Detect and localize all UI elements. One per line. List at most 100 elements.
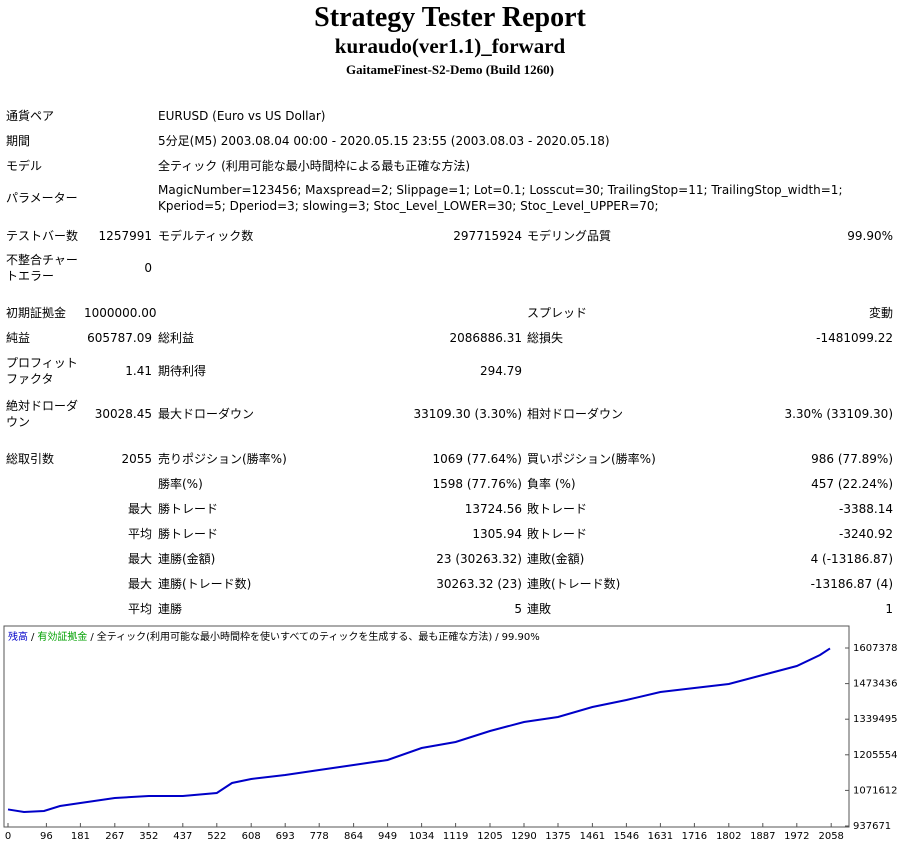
stat-value: 33109.30 (3.30%) xyxy=(413,407,522,421)
stat-value: 平均 xyxy=(127,602,152,616)
stat-label: 総損失 xyxy=(527,331,564,345)
x-tick-label: 693 xyxy=(276,831,295,842)
stat-value: 1257991 xyxy=(98,229,152,243)
stat-value: -1481099.22 xyxy=(816,331,893,345)
x-tick-label: 1290 xyxy=(511,831,536,842)
x-tick-label: 2058 xyxy=(818,831,843,842)
legend-separator: / xyxy=(31,632,35,643)
x-tick-label: 949 xyxy=(378,831,397,842)
stat-value: 変動 xyxy=(868,306,893,320)
report-title: Strategy Tester Report xyxy=(314,2,586,33)
balance-line xyxy=(7,647,831,814)
legend-item: 99.90% xyxy=(502,632,540,643)
stat-value: 986 (77.89%) xyxy=(811,452,893,466)
x-tick-label: 1375 xyxy=(545,831,570,842)
stat-label: スプレッド xyxy=(527,306,588,320)
info-value: MagicNumber=123456; Maxspread=2; Slippag… xyxy=(158,183,843,213)
server-build: GaitameFinest-S2-Demo (Build 1260) xyxy=(346,62,554,77)
stat-label: 勝トレード xyxy=(158,527,219,541)
stat-value: 平均 xyxy=(127,527,152,541)
stat-label: 連勝 xyxy=(158,602,183,616)
x-tick-label: 437 xyxy=(173,831,192,842)
info-label: 通貨ペア xyxy=(6,109,55,123)
stat-value: 99.90% xyxy=(847,229,893,243)
info-label: 期間 xyxy=(6,134,31,148)
stat-value: 2086886.31 xyxy=(449,331,522,345)
x-tick-label: 608 xyxy=(242,831,261,842)
y-tick-label: 937671 xyxy=(853,821,891,832)
stat-label: 買いポジション(勝率%) xyxy=(527,452,656,466)
x-tick-label: 1887 xyxy=(750,831,775,842)
info-label: モデル xyxy=(6,159,43,173)
stat-label: 連敗(トレード数) xyxy=(527,577,621,591)
plot-frame xyxy=(3,625,850,828)
stat-label: 連勝(トレード数) xyxy=(158,577,252,591)
stat-value: 605787.09 xyxy=(87,331,152,345)
stat-value: -13186.87 (4) xyxy=(810,577,893,591)
y-tick-label: 1473436 xyxy=(853,679,898,690)
x-tick-label: 352 xyxy=(139,831,158,842)
stat-label: 初期証拠金 xyxy=(6,306,67,320)
stat-value: 457 (22.24%) xyxy=(811,477,893,491)
legend-separator: / xyxy=(90,632,94,643)
stat-value: 297715924 xyxy=(453,229,522,243)
x-tick-label: 96 xyxy=(40,831,53,842)
y-tick-label: 1071612 xyxy=(853,785,898,796)
legend-separator: / xyxy=(495,632,499,643)
x-tick-label: 778 xyxy=(310,831,329,842)
stat-label: モデリング品質 xyxy=(527,229,612,243)
info-value: 全ティック (利用可能な最小時間枠による最も正確な方法) xyxy=(158,159,471,173)
stat-value: 30263.32 (23) xyxy=(436,577,522,591)
legend-item: 残高 xyxy=(8,630,28,643)
stat-value: 1.41 xyxy=(125,364,152,378)
x-tick-label: 267 xyxy=(105,831,124,842)
stat-label: 連勝(金額) xyxy=(158,552,216,566)
stat-label: 勝率(%) xyxy=(158,477,203,491)
stat-value: 2055 xyxy=(121,452,152,466)
x-tick-label: 1716 xyxy=(682,831,707,842)
stat-value: 23 (30263.32) xyxy=(436,552,522,566)
stat-value: 5 xyxy=(514,602,522,616)
stat-label: 勝トレード xyxy=(158,502,219,516)
stat-value: 4 (-13186.87) xyxy=(810,552,893,566)
stat-label: 連敗(金額) xyxy=(527,552,585,566)
x-tick-label: 522 xyxy=(207,831,226,842)
stat-label: 連敗 xyxy=(527,602,552,616)
x-tick-label: 0 xyxy=(5,831,11,842)
x-tick-label: 1972 xyxy=(784,831,809,842)
y-tick-label: 1339495 xyxy=(853,714,898,725)
y-tick-label: 1607378 xyxy=(853,643,898,654)
stat-value: 最大 xyxy=(127,502,152,516)
stat-label: テストバー数 xyxy=(6,229,79,243)
stat-value: 1305.94 xyxy=(472,527,522,541)
stat-value: 最大 xyxy=(127,577,152,591)
legend-item: 全ティック(利用可能な最小時間枠を使いすべてのティックを生成する、最も正確な方法… xyxy=(97,630,493,643)
x-tick-label: 1034 xyxy=(409,831,434,842)
legend: 残高 / 有効証拠金 / 全ティック(利用可能な最小時間枠を使いすべてのティックを生成す… xyxy=(8,630,540,643)
stat-value: 1069 (77.64%) xyxy=(432,452,522,466)
stat-label: 敗トレード xyxy=(527,502,588,516)
stat-value: 1 xyxy=(885,602,893,616)
info-value: EURUSD (Euro vs US Dollar) xyxy=(158,109,326,123)
legend-item: 有効証拠金 xyxy=(37,630,87,643)
stat-value: 3.30% (33109.30) xyxy=(784,407,893,421)
stat-label: 総取引数 xyxy=(6,452,55,466)
stat-label: 総利益 xyxy=(158,331,195,345)
info-value: 5分足(M5) 2003.08.04 00:00 - 2020.05.15 23… xyxy=(158,134,610,148)
stat-label: 売りポジション(勝率%) xyxy=(158,452,287,466)
x-tick-label: 1461 xyxy=(580,831,605,842)
stat-label: プロフィットファクタ xyxy=(6,356,78,386)
stat-value: 1598 (77.76%) xyxy=(432,477,522,491)
stat-label: 負率 (%) xyxy=(527,477,576,491)
stat-label: 期待利得 xyxy=(158,364,207,378)
stat-value: -3240.92 xyxy=(839,527,893,541)
stat-label: 敗トレード xyxy=(527,527,588,541)
stat-label: 相対ドローダウン xyxy=(527,407,624,421)
stat-label: 不整合チャートエラー xyxy=(6,253,78,283)
stat-label: 純益 xyxy=(6,331,31,345)
stat-value: 294.79 xyxy=(480,364,522,378)
x-tick-label: 1119 xyxy=(443,831,468,842)
x-tick-label: 1802 xyxy=(716,831,741,842)
stat-value: 30028.45 xyxy=(94,407,152,421)
